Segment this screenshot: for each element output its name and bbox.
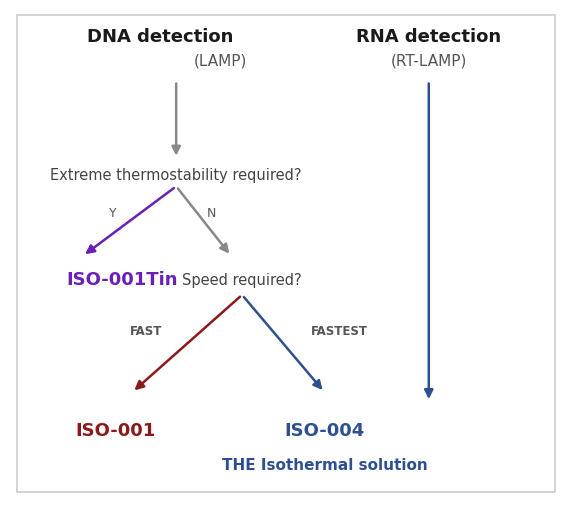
Text: FASTEST: FASTEST [311,325,368,338]
Text: N: N [207,207,217,220]
Text: Speed required?: Speed required? [182,273,302,288]
Text: ISO-001Tin: ISO-001Tin [66,271,178,289]
Text: FAST: FAST [130,325,162,338]
Text: Y: Y [109,207,117,220]
Text: RNA detection: RNA detection [356,28,501,46]
Text: THE Isothermal solution: THE Isothermal solution [221,458,427,473]
Text: ISO-004: ISO-004 [284,422,364,440]
Text: (RT-LAMP): (RT-LAMP) [391,54,467,69]
Text: (LAMP): (LAMP) [193,54,247,69]
Text: Extreme thermostability required?: Extreme thermostability required? [50,168,302,183]
Text: ISO-001: ISO-001 [76,422,156,440]
Text: DNA detection: DNA detection [86,28,233,46]
